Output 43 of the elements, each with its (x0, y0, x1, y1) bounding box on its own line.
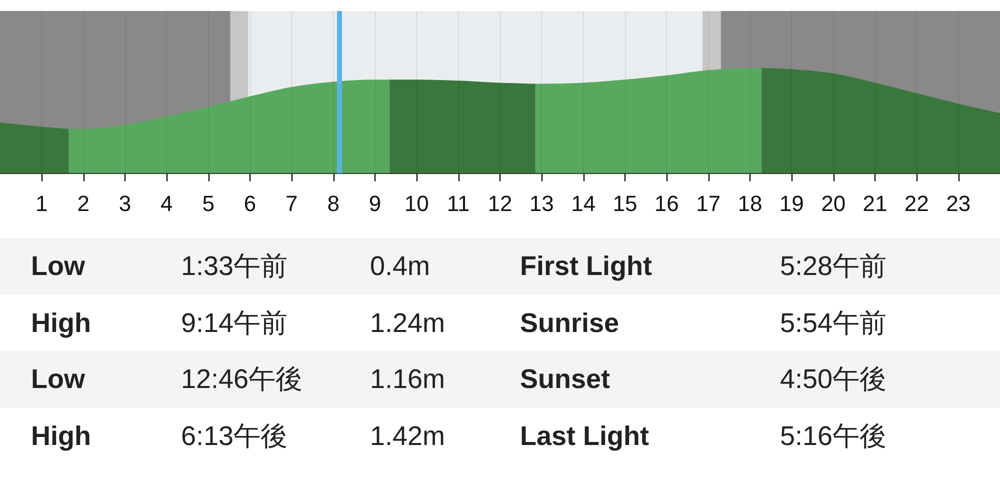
text: Sunset (520, 363, 610, 396)
x-tick-label: 19 (779, 190, 804, 216)
text: 1.42m (370, 420, 446, 452)
x-tick-label: 7 (286, 190, 298, 216)
text: Last Light (520, 420, 649, 452)
text: 5:28午前 (780, 250, 887, 283)
x-tick-label: 20 (821, 190, 846, 216)
text: 1.16m (370, 363, 446, 396)
text: 1:33午前 (181, 250, 288, 283)
text: High (31, 306, 91, 340)
x-tick-label: 13 (529, 190, 554, 216)
x-tick-label: 18 (738, 190, 762, 216)
x-tick-label: 17 (696, 190, 721, 216)
text: 5:54午前 (780, 306, 887, 340)
x-tick-label: 12 (488, 190, 512, 216)
x-tick-label: 16 (654, 190, 679, 216)
x-tick-label: 14 (571, 190, 596, 216)
text: 4:50午後 (780, 363, 887, 396)
x-tick-label: 6 (244, 190, 256, 216)
text: 6:13午後 (181, 420, 288, 452)
text: 9:14午前 (181, 306, 288, 340)
text: Low (31, 363, 85, 396)
x-tick-label: 2 (77, 190, 90, 216)
x-tick-label: 4 (160, 190, 173, 216)
text: Sunrise (520, 306, 620, 340)
x-tick-label: 22 (904, 190, 929, 216)
text: 12:46午後 (181, 363, 303, 396)
x-tick-label: 5 (202, 190, 214, 216)
text: Low (31, 250, 85, 283)
text: First Light (520, 250, 652, 283)
x-tick-label: 15 (612, 190, 638, 216)
x-tick-label: 11 (446, 190, 470, 216)
text: 0.4m (370, 250, 430, 283)
x-tick-label: 21 (862, 190, 888, 216)
text: 5:16午後 (780, 420, 887, 452)
x-tick-label: 23 (946, 190, 971, 216)
x-tick-label: 3 (118, 190, 132, 216)
x-tick-label: 10 (404, 190, 429, 216)
text: High (31, 420, 91, 452)
x-tick-label: 8 (327, 190, 340, 216)
x-tick-label: 1 (36, 190, 48, 216)
x-tick-label: 9 (368, 190, 382, 216)
text: 1.24m (370, 306, 446, 340)
